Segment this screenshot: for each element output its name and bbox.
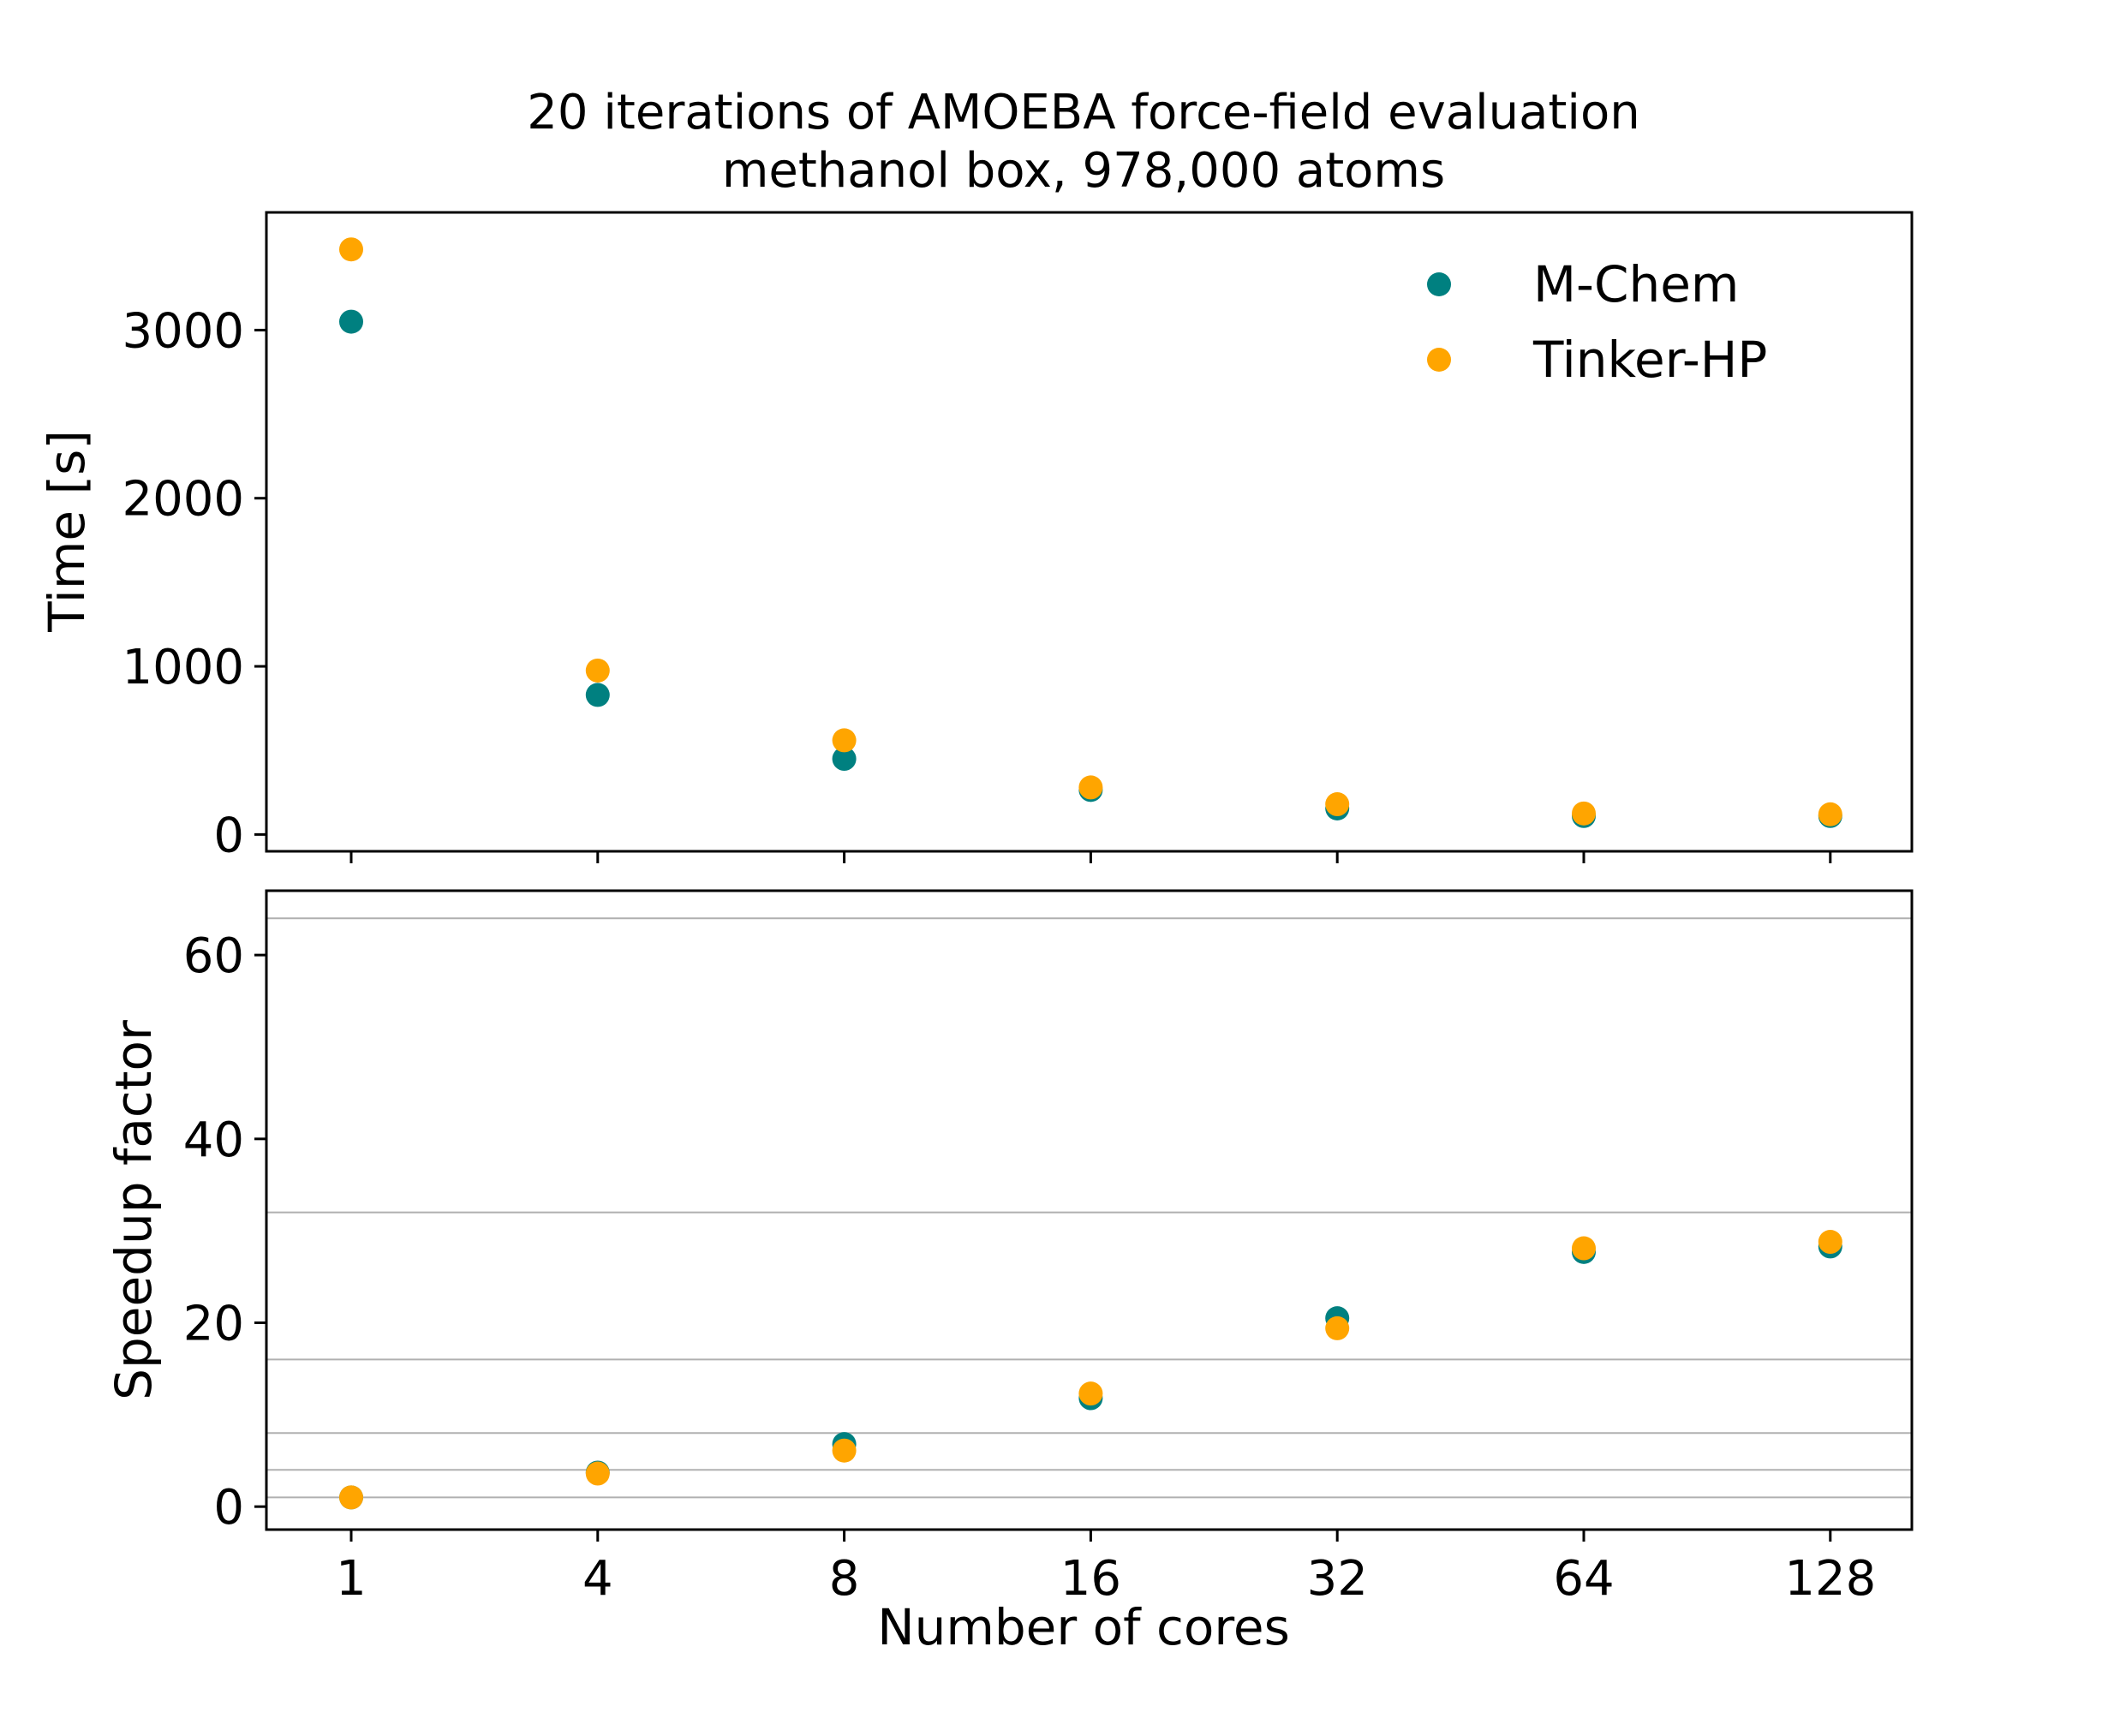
legend-label: Tinker-HP: [1532, 331, 1767, 389]
plot-frame: [265, 211, 1914, 853]
legend-label: M-Chem: [1533, 255, 1739, 313]
x-tick-label: 128: [1784, 1551, 1876, 1607]
x-tick-label: 16: [1060, 1551, 1121, 1607]
point-tinker-hp-128: [1818, 802, 1842, 826]
x-tick-label: 8: [829, 1551, 860, 1607]
point-tinker-hp-16: [1078, 775, 1103, 800]
point-m-chem-1: [339, 309, 363, 334]
y-tick-label: 1000: [122, 640, 244, 695]
point-tinker-hp-128: [1818, 1230, 1842, 1255]
chart-title-line-1: 20 iterations of AMOEBA force-field eval…: [527, 85, 1639, 140]
point-tinker-hp-1: [339, 237, 363, 262]
legend: M-Chem Tinker-HP: [1427, 255, 1767, 389]
point-tinker-hp-4: [585, 658, 610, 683]
plot-frame: [265, 889, 1914, 1531]
y-axis-label: Time [s]: [38, 430, 96, 633]
point-tinker-hp-32: [1325, 1315, 1350, 1340]
y-tick-label: 3000: [122, 303, 244, 359]
point-tinker-hp-64: [1572, 801, 1596, 826]
x-tick-label: 1: [336, 1551, 367, 1607]
x-tick-label: 4: [582, 1551, 613, 1607]
point-tinker-hp-16: [1078, 1381, 1103, 1406]
y-tick-label: 60: [183, 928, 244, 984]
y-tick-label: 0: [213, 1480, 244, 1536]
x-tick-label: 32: [1307, 1551, 1368, 1607]
y-tick-label: 0: [213, 808, 244, 863]
speedup-panel: 0 20 40 60 1 4 8 16 32 64 128 Speedup factor: [105, 889, 1914, 1607]
point-m-chem-4: [585, 683, 610, 707]
y-tick-label: 2000: [122, 472, 244, 528]
y-axis-label: Speedup factor: [105, 1020, 163, 1400]
y-tick-label: 20: [183, 1296, 244, 1351]
x-axis-label: Number of cores: [877, 1598, 1290, 1656]
point-tinker-hp-8: [832, 1438, 857, 1463]
point-tinker-hp-32: [1325, 792, 1350, 817]
point-m-chem-8: [832, 747, 857, 772]
legend-marker-tinker-hp: [1427, 348, 1451, 372]
y-tick-label: 40: [183, 1113, 244, 1168]
point-tinker-hp-64: [1572, 1236, 1596, 1261]
point-tinker-hp-8: [832, 728, 857, 753]
chart-title-line-2: methanol box, 978,000 atoms: [722, 143, 1445, 199]
legend-marker-m-chem: [1427, 272, 1451, 296]
time-panel: 0 1000 2000 3000 Time [s]: [38, 211, 1914, 863]
point-tinker-hp-4: [585, 1461, 610, 1486]
point-tinker-hp-1: [339, 1485, 363, 1510]
x-tick-label: 64: [1553, 1551, 1614, 1607]
